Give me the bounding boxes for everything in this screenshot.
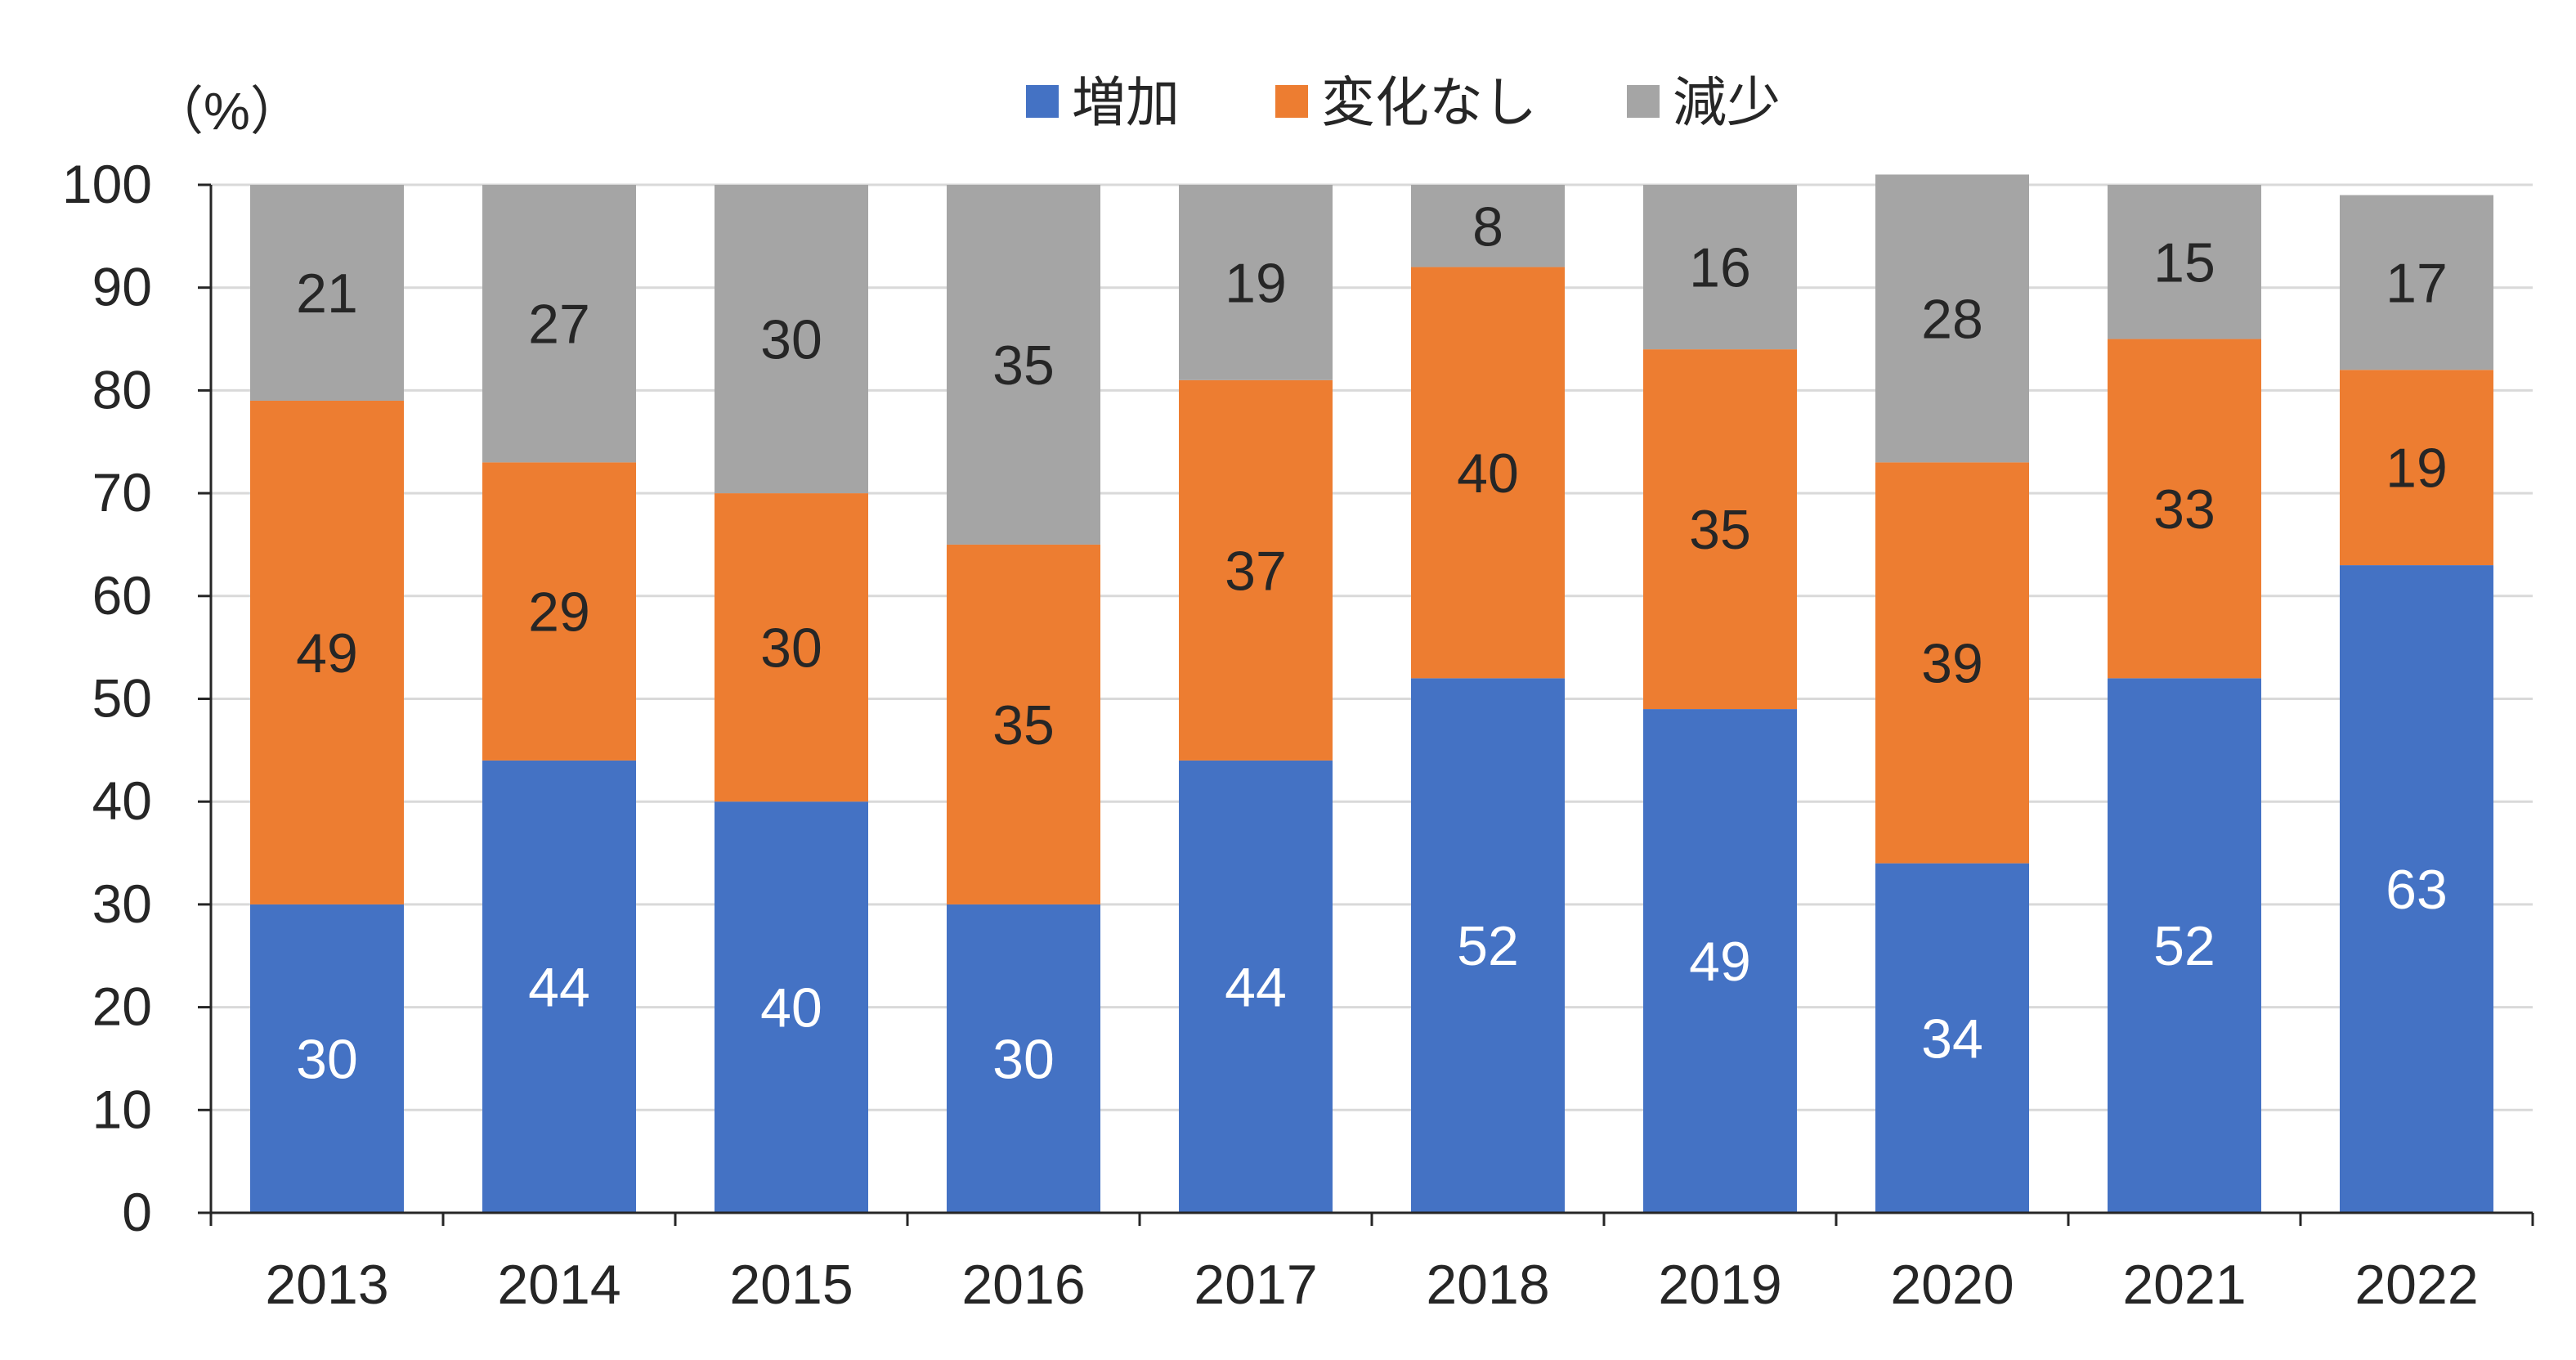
bar-segment <box>482 185 636 463</box>
data-label: 35 <box>1689 499 1751 561</box>
y-tick-label: 80 <box>92 359 152 420</box>
bar-segment <box>715 493 868 802</box>
x-tick-label: 2018 <box>1426 1254 1549 1316</box>
bar-segment <box>1875 863 2029 1213</box>
y-tick-labels: 0 10 20 30 40 50 60 70 80 90 100 <box>62 154 152 1242</box>
data-label: 39 <box>1921 633 1983 695</box>
data-label: 21 <box>296 263 358 325</box>
x-tick-label: 2020 <box>1890 1254 2014 1316</box>
data-label: 17 <box>2386 252 2448 314</box>
data-label: 52 <box>2153 915 2215 977</box>
bar-segment <box>2108 678 2261 1213</box>
x-tick-label: 2016 <box>961 1254 1085 1316</box>
axes <box>198 183 2534 1226</box>
data-label: 30 <box>760 617 822 680</box>
data-label: 28 <box>1921 288 1983 350</box>
data-label: 34 <box>1921 1008 1983 1070</box>
y-tick-label: 30 <box>92 873 152 934</box>
x-tick-label: 2021 <box>2122 1254 2246 1316</box>
bars: 30 49 21 44 29 27 40 30 30 30 35 35 44 37 19 52 40 8 49 35 1… <box>250 174 2493 1213</box>
bar-segment <box>1411 185 1565 267</box>
x-tick-label: 2017 <box>1194 1254 1317 1316</box>
data-label: 33 <box>2153 478 2215 541</box>
legend-label: 減少 <box>1673 71 1781 134</box>
x-tick-label: 2015 <box>729 1254 853 1316</box>
bar-segment <box>2108 185 2261 339</box>
data-label: 44 <box>528 956 590 1018</box>
bar-segment <box>250 904 404 1213</box>
y-tick-label: 60 <box>92 565 152 626</box>
bar-segment <box>1179 185 1333 380</box>
data-label: 15 <box>2153 231 2215 294</box>
bar-segment <box>1411 678 1565 1213</box>
data-label: 63 <box>2386 859 2448 921</box>
bar-segment <box>715 801 868 1213</box>
y-tick-label: 100 <box>62 154 152 214</box>
data-label: 29 <box>528 581 590 644</box>
legend-swatch <box>1026 85 1059 118</box>
data-label: 49 <box>296 622 358 684</box>
bar-segment <box>250 400 404 904</box>
data-label: 16 <box>1689 237 1751 299</box>
y-tick-label: 0 <box>122 1182 152 1242</box>
bar-segment <box>947 544 1100 904</box>
bar-segment <box>2340 195 2493 370</box>
bar-segment <box>2340 370 2493 566</box>
bar-segment <box>1875 174 2029 463</box>
bar-segment <box>1875 462 2029 864</box>
y-tick-label: 50 <box>92 668 152 729</box>
data-label: 27 <box>528 294 590 356</box>
bar-segment <box>947 904 1100 1213</box>
data-label: 40 <box>1457 442 1519 505</box>
bar-segment <box>250 185 404 401</box>
y-tick-label: 70 <box>92 462 152 523</box>
legend: 増加 変化なし 減少 <box>1026 71 1781 134</box>
legend-swatch <box>1275 85 1308 118</box>
data-label: 37 <box>1225 540 1287 602</box>
data-label: 19 <box>2386 438 2448 500</box>
y-tick-label: 40 <box>92 770 152 831</box>
y-tick-label: 10 <box>92 1079 152 1139</box>
data-label: 19 <box>1225 252 1287 314</box>
legend-label: 変化なし <box>1321 71 1537 134</box>
data-label: 52 <box>1457 915 1519 977</box>
bar-segment <box>2108 339 2261 679</box>
data-label: 30 <box>296 1028 358 1090</box>
bar-segment <box>1179 760 1333 1213</box>
bar-segment <box>1179 379 1333 761</box>
data-label: 35 <box>992 694 1055 756</box>
legend-swatch <box>1627 85 1660 118</box>
x-tick-labels: 2013 2014 2015 2016 2017 2018 2019 2020 2021 2022 <box>265 1254 2478 1316</box>
data-label: 40 <box>760 977 822 1039</box>
bar-segment <box>2340 565 2493 1213</box>
y-unit-label: （%） <box>151 82 302 141</box>
y-tick-label: 20 <box>92 976 152 1037</box>
x-tick-label: 2013 <box>265 1254 388 1316</box>
x-tick-label: 2022 <box>2354 1254 2478 1316</box>
data-label: 30 <box>992 1028 1055 1090</box>
bar-segment <box>1643 185 1797 350</box>
y-tick-label: 90 <box>92 257 152 317</box>
data-label: 8 <box>1472 195 1503 258</box>
data-label: 44 <box>1225 956 1287 1018</box>
bar-segment <box>947 185 1100 545</box>
data-label: 49 <box>1689 931 1751 993</box>
bar-segment <box>1643 349 1797 710</box>
x-tick-label: 2019 <box>1658 1254 1781 1316</box>
bar-segment <box>1643 709 1797 1213</box>
bar-segment <box>482 462 636 761</box>
bar-segment <box>482 760 636 1213</box>
data-label: 30 <box>760 309 822 371</box>
legend-label: 増加 <box>1072 71 1180 134</box>
data-label: 35 <box>992 334 1055 397</box>
x-tick-label: 2014 <box>497 1254 620 1316</box>
bar-segment <box>1411 267 1565 679</box>
bar-segment <box>715 185 868 494</box>
